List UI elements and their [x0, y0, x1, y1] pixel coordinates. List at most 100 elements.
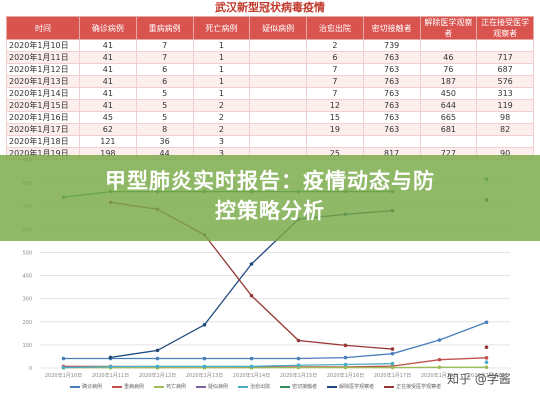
table-cell: 763 — [363, 88, 420, 100]
x-tick-label: 2020年1月10日 — [45, 372, 82, 379]
table-header-cell: 治愈出院 — [307, 17, 364, 40]
table-cell: 763 — [363, 112, 420, 124]
table-cell: 2020年1月13日 — [7, 76, 80, 88]
table-cell: 41 — [80, 64, 137, 76]
legend-swatch — [238, 386, 248, 388]
table-cell — [420, 40, 477, 52]
table-header-cell: 时间 — [7, 17, 80, 40]
table-cell: 739 — [363, 40, 420, 52]
table-cell — [250, 76, 307, 88]
table-cell: 76 — [420, 64, 477, 76]
x-tick-label: 2020年1月15日 — [280, 372, 317, 379]
x-tick-label: 2020年1月17日 — [374, 372, 411, 379]
headline-line-2: 控策略分析 — [0, 196, 540, 226]
x-tick-label: 2020年1月14日 — [233, 372, 270, 379]
table-cell: 2 — [193, 112, 250, 124]
data-table: 时间确诊病例重病病例死亡病例疑似病例治愈出院密切接触者解除医学观察者正在接受医学… — [6, 16, 534, 160]
x-tick-label: 2020年1月12日 — [139, 372, 176, 379]
table-cell: 19 — [307, 124, 364, 136]
data-point — [297, 339, 301, 343]
table-header-cell: 密切接触者 — [363, 17, 420, 40]
table-cell: 7 — [307, 88, 364, 100]
table-cell — [250, 40, 307, 52]
legend-entry: 治愈出院 — [238, 383, 270, 390]
table-cell: 763 — [363, 124, 420, 136]
table-cell: 46 — [420, 52, 477, 64]
table-cell — [477, 40, 534, 52]
legend-entry: 确诊病例 — [70, 383, 102, 390]
table-cell: 6 — [136, 76, 193, 88]
table-title: 武汉新型冠状病毒疫情 — [6, 0, 534, 16]
table-cell: 1 — [193, 64, 250, 76]
legend-swatch — [384, 386, 394, 388]
table-cell: 763 — [363, 100, 420, 112]
y-tick-label: 400 — [22, 274, 32, 280]
table-cell: 2020年1月10日 — [7, 40, 80, 52]
y-tick-label: 200 — [22, 320, 32, 326]
data-point — [250, 294, 254, 298]
table-cell: 2020年1月17日 — [7, 124, 80, 136]
data-point — [250, 365, 254, 369]
data-point — [485, 345, 489, 349]
table-cell: 717 — [477, 52, 534, 64]
legend-swatch — [112, 386, 122, 388]
data-point — [485, 320, 489, 324]
table-cell: 5 — [136, 112, 193, 124]
table-cell: 98 — [477, 112, 534, 124]
y-tick-label: 0 — [29, 366, 32, 372]
data-point — [62, 357, 66, 361]
table-cell: 2020年1月14日 — [7, 88, 80, 100]
legend-entry: 解除医学观察者 — [327, 383, 374, 390]
table-cell: 2020年1月15日 — [7, 100, 80, 112]
table-cell — [250, 100, 307, 112]
data-point — [485, 366, 489, 370]
table-cell: 2020年1月12日 — [7, 64, 80, 76]
table-cell: 1 — [193, 52, 250, 64]
data-point — [156, 357, 160, 361]
legend-label: 正在接受医学观察者 — [396, 384, 441, 390]
table-cell: 82 — [477, 124, 534, 136]
table-cell: 62 — [80, 124, 137, 136]
x-tick-label: 2020年1月13日 — [186, 372, 223, 379]
data-point — [344, 344, 348, 348]
data-point — [344, 363, 348, 367]
table-cell: 7 — [136, 40, 193, 52]
legend-label: 疑似病例 — [208, 384, 228, 390]
y-tick-label: 300 — [22, 297, 32, 303]
table-cell: 41 — [80, 76, 137, 88]
chart-legend: 确诊病例 重病病例 死亡病例 疑似病例 治愈出院 密切接触者 解除医学观察者 正在接受医学观察… — [70, 383, 490, 390]
table-cell: 2 — [193, 100, 250, 112]
watermark: 知乎 @学酱 — [447, 370, 511, 387]
data-point — [391, 347, 395, 351]
data-point — [250, 357, 254, 361]
legend-label: 解除医学观察者 — [339, 384, 374, 390]
y-tick-label: 100 — [22, 343, 32, 349]
data-point — [391, 352, 395, 356]
table-cell: 187 — [420, 76, 477, 88]
table-cell: 2020年1月16日 — [7, 112, 80, 124]
table-header-cell: 死亡病例 — [193, 17, 250, 40]
table-cell: 576 — [477, 76, 534, 88]
table-cell — [250, 112, 307, 124]
series-line — [64, 322, 487, 358]
table-cell: 763 — [363, 64, 420, 76]
x-tick-label: 2020年1月11日 — [92, 372, 129, 379]
table-cell: 2020年1月11日 — [7, 52, 80, 64]
legend-swatch — [196, 386, 206, 388]
data-point — [438, 358, 442, 362]
table-cell: 5 — [136, 100, 193, 112]
legend-label: 死亡病例 — [166, 384, 186, 390]
table-cell: 8 — [136, 124, 193, 136]
table-cell: 41 — [80, 100, 137, 112]
table-cell: 41 — [80, 40, 137, 52]
table-header-cell: 重病病例 — [136, 17, 193, 40]
legend-swatch — [154, 386, 164, 388]
legend-entry: 密切接触者 — [280, 383, 317, 390]
legend-entry: 重病病例 — [112, 383, 144, 390]
table-cell: 45 — [80, 112, 137, 124]
